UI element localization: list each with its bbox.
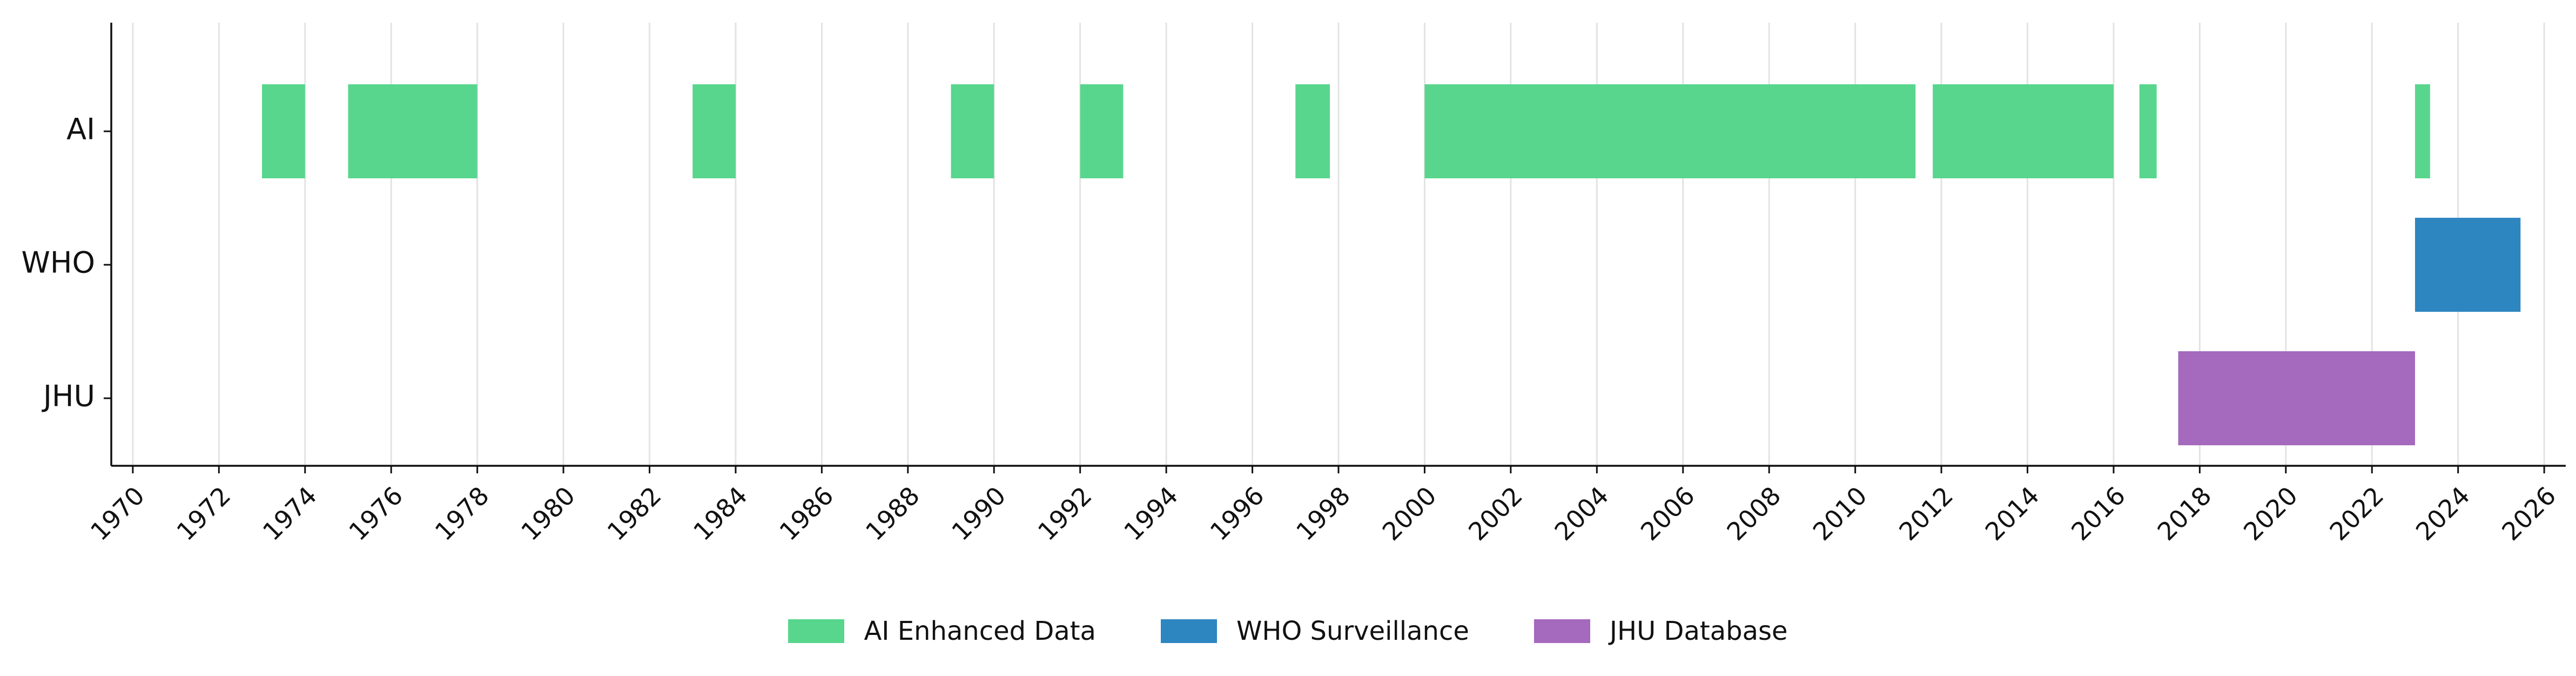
x-tick-label: 2026 bbox=[2496, 481, 2561, 546]
x-tick-label: 1978 bbox=[429, 481, 495, 546]
legend: AI Enhanced Data WHO Surveillance JHU Data… bbox=[0, 616, 2576, 646]
x-tick-label: 2016 bbox=[2066, 481, 2131, 546]
legend-label: WHO Surveillance bbox=[1236, 616, 1469, 646]
y-tick-label: JHU bbox=[42, 379, 95, 413]
x-tick-label: 1974 bbox=[257, 481, 322, 546]
x-tick-label: 2006 bbox=[1635, 481, 1700, 546]
bar-ai-8 bbox=[2139, 84, 2157, 178]
x-tick-label: 2002 bbox=[1463, 481, 1528, 546]
x-tick-label: 1984 bbox=[688, 481, 753, 546]
x-tick-label: 1976 bbox=[343, 481, 408, 546]
x-tick-label: 2010 bbox=[1807, 481, 1873, 546]
legend-item: JHU Database bbox=[1534, 616, 1788, 646]
x-tick-label: 1998 bbox=[1290, 481, 1356, 546]
bars bbox=[262, 84, 2521, 445]
bar-who-0 bbox=[2414, 218, 2521, 312]
legend-label: JHU Database bbox=[1609, 616, 1788, 646]
y-tick-label: WHO bbox=[21, 246, 95, 280]
y-tick-label: AI bbox=[66, 112, 95, 146]
x-tick-label: 1986 bbox=[774, 481, 839, 546]
bar-ai-1 bbox=[348, 84, 477, 178]
legend-swatch bbox=[788, 619, 845, 643]
bar-ai-0 bbox=[262, 84, 305, 178]
x-tick-label: 1992 bbox=[1032, 481, 1098, 546]
bar-ai-9 bbox=[2414, 84, 2430, 178]
legend-swatch bbox=[1534, 619, 1590, 643]
x-tick-label: 1972 bbox=[171, 481, 236, 546]
x-tick-label: 2014 bbox=[1980, 481, 2045, 546]
bar-ai-3 bbox=[951, 84, 994, 178]
x-tick-label: 2004 bbox=[1549, 481, 1614, 546]
y-tick-labels: AI WHO JHU bbox=[21, 112, 95, 413]
x-tick-label: 2008 bbox=[1721, 481, 1786, 546]
legend-label: AI Enhanced Data bbox=[864, 616, 1096, 646]
x-tick-label: 2024 bbox=[2410, 481, 2476, 546]
x-tick-label: 1990 bbox=[946, 481, 1011, 546]
legend-swatch bbox=[1160, 619, 1217, 643]
x-tick-label: 1996 bbox=[1205, 481, 1270, 546]
x-tick-label: 2000 bbox=[1377, 481, 1442, 546]
x-tick-labels: 1970 1972 1974 1976 1978 1980 1982 1984 1986 1988… bbox=[85, 481, 2561, 546]
x-tick-label: 2012 bbox=[1893, 481, 1959, 546]
bar-ai-5 bbox=[1295, 84, 1330, 178]
bar-jhu-0 bbox=[2178, 351, 2415, 445]
x-tick-label: 1980 bbox=[515, 481, 581, 546]
legend-item: WHO Surveillance bbox=[1160, 616, 1469, 646]
x-tick-label: 1994 bbox=[1118, 481, 1183, 546]
bar-ai-6 bbox=[1424, 84, 1916, 178]
axes bbox=[104, 23, 2566, 473]
bar-ai-7 bbox=[1933, 84, 2114, 178]
x-tick-label: 1988 bbox=[860, 481, 925, 546]
x-tick-label: 2020 bbox=[2238, 481, 2303, 546]
x-tick-label: 2018 bbox=[2152, 481, 2217, 546]
bar-ai-2 bbox=[692, 84, 736, 178]
bar-ai-4 bbox=[1080, 84, 1124, 178]
x-tick-label: 1982 bbox=[602, 481, 667, 546]
x-tick-label: 1970 bbox=[85, 481, 150, 546]
x-tick-label: 2022 bbox=[2324, 481, 2389, 546]
legend-item: AI Enhanced Data bbox=[788, 616, 1096, 646]
